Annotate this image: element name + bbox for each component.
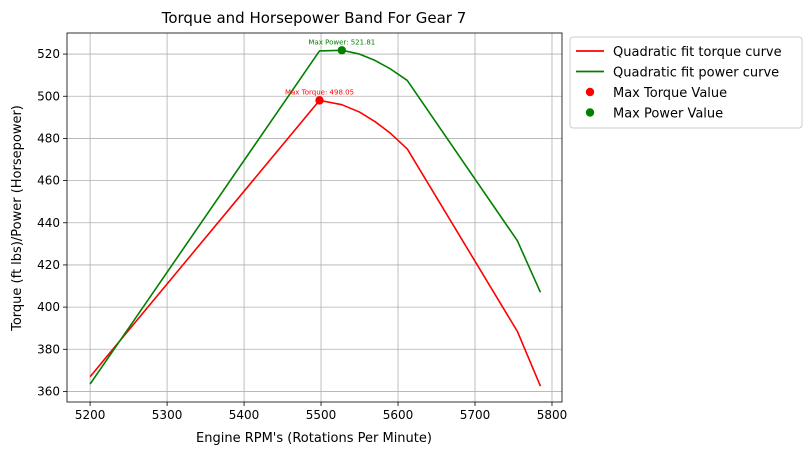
legend-label-max-torque: Max Torque Value (613, 86, 727, 101)
chart-title: Torque and Horsepower Band For Gear 7 (161, 9, 467, 27)
legend-marker-max-power (585, 108, 595, 117)
x-tick-label: 5300 (152, 408, 183, 422)
grid-layer (67, 33, 562, 402)
y-tick-label: 520 (37, 47, 60, 61)
torque-curve-line (89, 99, 542, 387)
max-power-point (337, 46, 347, 55)
max-power-annotation: Max Power: 521.81 (308, 38, 375, 46)
y-tick-label: 380 (37, 342, 60, 356)
y-axis-label: Torque (ft lbs)/Power (Horsepower) (10, 105, 25, 332)
x-tick-label: 5700 (460, 408, 491, 422)
x-tick-label: 5800 (537, 408, 568, 422)
y-tick-label: 480 (37, 131, 60, 145)
x-tick-label: 5200 (75, 408, 106, 422)
series-layer (89, 49, 542, 387)
legend-label-max-power: Max Power Value (613, 107, 723, 122)
y-tick-label: 460 (37, 174, 60, 188)
max-torque-point (315, 96, 324, 105)
x-tick-label: 5600 (383, 408, 414, 422)
legend-label-torque-curve: Quadratic fit torque curve (613, 45, 782, 60)
legend-frame (569, 36, 803, 129)
legend-label-power-curve: Quadratic fit power curve (613, 66, 779, 81)
y-tick-label: 420 (37, 258, 60, 272)
x-tick-label: 5400 (229, 408, 260, 422)
power-curve-line (89, 49, 542, 385)
max-torque-annotation: Max Torque: 498.05 (285, 88, 354, 96)
legend-marker-max-torque (585, 87, 595, 97)
plot-frame (66, 32, 563, 403)
x-axis-label: Engine RPM's (Rotations Per Minute) (196, 431, 432, 446)
tick-layer: 5200 5300 5400 5500 5600 5700 5800 360 380 400 420… (37, 47, 567, 422)
marker-layer: Max Torque: 498.05 Max Power: 521.81 (285, 38, 375, 105)
x-tick-label: 5500 (306, 408, 337, 422)
y-tick-label: 360 (37, 384, 60, 398)
legend: Quadratic fit torque curve Quadratic fit … (569, 36, 803, 129)
y-tick-label: 500 (37, 89, 60, 103)
y-tick-label: 400 (37, 300, 60, 314)
y-tick-label: 440 (37, 216, 60, 230)
